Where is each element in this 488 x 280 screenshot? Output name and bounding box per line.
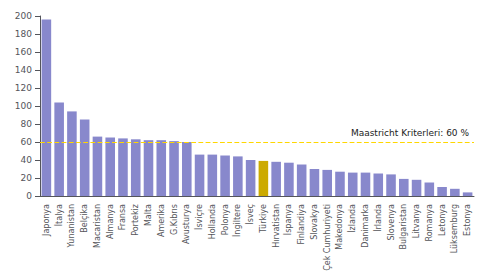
svg-text:Türkiye: Türkiye — [259, 204, 268, 234]
svg-text:İtalya: İtalya — [54, 204, 64, 226]
svg-text:Slovenya: Slovenya — [387, 204, 396, 241]
svg-text:60: 60 — [21, 137, 33, 147]
svg-text:Portekiz: Portekiz — [131, 204, 140, 236]
svg-text:200: 200 — [15, 11, 32, 21]
svg-text:Litvanya: Litvanya — [412, 204, 421, 238]
svg-text:Çek Cumhuriyeti: Çek Cumhuriyeti — [323, 204, 332, 271]
svg-text:160: 160 — [15, 47, 32, 57]
svg-text:Fransa: Fransa — [118, 204, 127, 230]
svg-text:İsveç: İsveç — [245, 204, 255, 225]
svg-text:İsviçre: İsviçre — [194, 204, 204, 230]
svg-text:Malta: Malta — [144, 204, 153, 226]
svg-text:Amerika: Amerika — [157, 204, 166, 237]
svg-text:Japonya: Japonya — [42, 204, 51, 237]
svg-text:Romanya: Romanya — [425, 204, 434, 242]
svg-text:Danimarka: Danimarka — [361, 204, 370, 248]
svg-text:Makedonya: Makedonya — [335, 204, 344, 250]
svg-text:120: 120 — [15, 83, 32, 93]
svg-text:İrlanda: İrlanda — [373, 204, 383, 232]
svg-text:Yunanistan: Yunanistan — [67, 204, 76, 249]
svg-text:20: 20 — [21, 173, 33, 183]
svg-text:180: 180 — [15, 29, 32, 39]
svg-text:İzlanda: İzlanda — [347, 204, 357, 233]
svg-text:Hırvatistan: Hırvatistan — [272, 204, 281, 248]
svg-text:Estonya: Estonya — [463, 204, 472, 236]
svg-text:Lüksemburg: Lüksemburg — [450, 204, 459, 253]
svg-text:40: 40 — [21, 155, 33, 165]
svg-text:Bulgaristan: Bulgaristan — [399, 204, 408, 250]
svg-text:Macaristan: Macaristan — [93, 204, 102, 248]
svg-text:100: 100 — [15, 101, 32, 111]
svg-text:0: 0 — [26, 191, 32, 201]
svg-text:Letonya: Letonya — [438, 204, 447, 236]
svg-text:Avusturya: Avusturya — [182, 204, 191, 244]
svg-text:İngiltere: İngiltere — [232, 204, 242, 237]
svg-text:Polonya: Polonya — [221, 204, 230, 235]
svg-text:G.Kıbrıs: G.Kıbrıs — [170, 204, 179, 235]
svg-text:İspanya: İspanya — [283, 204, 293, 235]
svg-text:140: 140 — [15, 65, 32, 75]
svg-text:80: 80 — [21, 119, 33, 129]
svg-text:Almanya: Almanya — [106, 204, 115, 239]
svg-text:Finlandiya: Finlandiya — [297, 204, 306, 245]
svg-text:Belçika: Belçika — [80, 204, 89, 233]
svg-text:Hollanda: Hollanda — [208, 204, 217, 239]
svg-text:Slovakya: Slovakya — [310, 204, 319, 240]
svg-text:Maastricht Kriterleri: 60 %: Maastricht Kriterleri: 60 % — [351, 128, 470, 138]
